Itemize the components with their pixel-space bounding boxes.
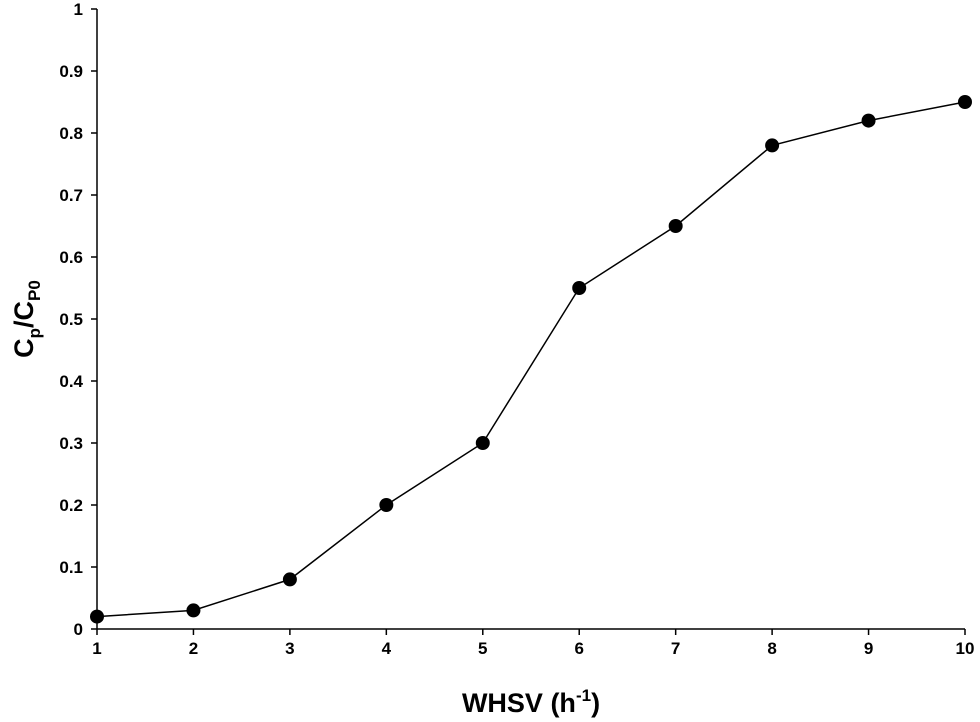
data-point — [379, 498, 394, 512]
y-tick-label: 0.3 — [59, 434, 83, 453]
x-axis-title-end: ) — [591, 688, 600, 718]
x-tick-label: 7 — [671, 639, 680, 658]
x-tick-label: 6 — [574, 639, 583, 658]
x-tick-label: 9 — [864, 639, 873, 658]
x-tick-label: 2 — [189, 639, 198, 658]
y-tick-label: 0.1 — [59, 558, 83, 577]
y-tick-label: 0.2 — [59, 496, 83, 515]
y-tick-label: 0.9 — [59, 62, 83, 81]
data-point — [282, 572, 297, 587]
plot-area — [90, 95, 972, 624]
data-point — [475, 436, 490, 450]
x-axis-title-superscript: -1 — [576, 686, 591, 705]
series-line — [96, 101, 966, 618]
y-axis-title: Cp/CP0 — [9, 280, 44, 358]
x-tick-label: 10 — [956, 639, 975, 658]
y-axis-title-sub-p: p — [25, 328, 44, 338]
y-axis-title-c: C — [9, 338, 39, 358]
x-ticks: 1 2 3 4 5 6 7 8 9 10 — [92, 629, 974, 658]
y-tick-label: 0.8 — [59, 124, 83, 143]
y-tick-label: 0.6 — [59, 248, 83, 267]
x-tick-label: 8 — [767, 639, 776, 658]
axes — [96, 9, 965, 630]
x-axis-title: WHSV (h-1) — [462, 686, 600, 718]
y-axis-title-sub-p0: P0 — [25, 280, 44, 301]
y-tick-label: 1 — [74, 0, 83, 19]
data-point — [765, 138, 780, 153]
x-tick-label: 4 — [382, 639, 392, 658]
y-tick-label: 0.4 — [59, 372, 83, 391]
data-point — [861, 113, 876, 128]
data-point — [186, 603, 201, 618]
data-point — [572, 281, 587, 295]
x-tick-label: 1 — [92, 639, 101, 658]
x-tick-label: 3 — [285, 639, 294, 658]
data-point — [958, 95, 972, 109]
y-ticks: 0 0.1 0.2 0.3 0.4 0.5 0.6 0.7 0.8 0.9 1 — [59, 0, 97, 639]
y-tick-label: 0.7 — [59, 186, 83, 205]
y-tick-label: 0.5 — [59, 310, 83, 329]
data-point — [668, 219, 683, 233]
x-axis-title-main: WHSV (h — [462, 688, 576, 718]
y-tick-label: 0 — [74, 620, 83, 639]
x-tick-label: 5 — [478, 639, 487, 658]
y-axis-title-slash-c: /C — [9, 301, 39, 328]
data-point — [90, 609, 104, 624]
